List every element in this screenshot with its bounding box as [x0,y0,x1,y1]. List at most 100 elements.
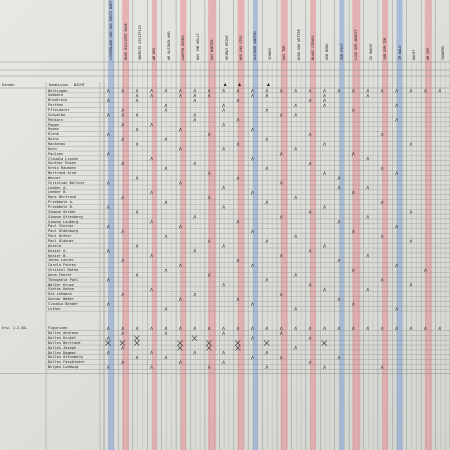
tick-mark [121,346,124,350]
tick-mark [151,365,153,369]
tick-mark [194,326,197,330]
tick-mark [180,263,182,267]
tick-mark [122,292,125,296]
tick-mark [324,288,326,292]
flag-mark [238,83,242,86]
tick-mark [250,229,253,234]
tick-mark [281,355,283,360]
tick-mark [180,326,182,330]
column-header: AM SEE [426,47,431,60]
tick-mark [164,103,167,108]
tick-mark [135,273,138,277]
tick-mark [137,210,139,214]
tick-mark [250,190,253,195]
tick-mark [137,176,139,180]
tick-mark [237,258,240,263]
tick-mark [295,234,298,238]
tick-mark [121,229,124,234]
tick-mark [366,215,369,219]
row-label: Luther [48,306,61,311]
tick-mark [323,93,325,98]
tick-mark [108,351,110,355]
tick-mark [151,94,153,98]
tick-mark [337,220,340,224]
tick-mark [108,278,110,282]
header-word: NICHT [74,83,85,87]
tick-mark [193,118,196,122]
column-header: HEIMAT MEINE [224,35,229,61]
tick-mark [265,137,268,142]
row-label: Figurinen [48,326,68,331]
tick-mark [223,123,225,127]
tick-mark [180,94,182,98]
row-label: Stefan Hahne [48,287,74,292]
tick-mark [250,157,253,161]
tick-mark [207,132,210,137]
tick-mark [308,360,311,365]
tick-mark [351,229,354,234]
tick-mark [395,171,398,175]
row-label: Hans Bertrand [48,195,77,200]
tick-mark [266,365,269,369]
tick-mark [222,351,225,355]
tick-mark [165,355,168,360]
tick-mark [323,287,325,292]
tick-mark [308,98,311,103]
tick-mark [266,278,269,282]
tick-mark [137,89,139,93]
tick-mark [150,351,152,355]
tick-mark [137,94,139,98]
tick-mark [237,89,240,93]
color-stripe [280,0,288,450]
tick-mark [324,142,326,146]
tick-mark [279,152,282,156]
tick-mark [281,326,283,330]
tick-mark [209,171,211,175]
tick-mark [180,360,182,364]
tick-mark [266,351,269,355]
column-header: RUHE RISKIERT RUHE [123,23,128,60]
tick-mark [294,147,297,151]
tick-mark [236,118,239,122]
tick-mark [382,365,384,369]
tick-mark [137,142,139,146]
tick-mark [324,205,326,209]
cross-mark [206,345,212,351]
tick-mark [164,200,167,205]
tick-mark [207,365,210,369]
tick-mark [207,326,210,331]
color-stripe [122,0,130,450]
tick-mark [180,89,182,93]
tick-mark [108,302,110,306]
tick-mark [194,292,197,296]
row-label: Walter Kruse [48,282,74,287]
tick-mark [395,89,398,93]
tick-mark [193,161,196,166]
tick-mark [252,94,254,98]
tick-mark [236,297,239,302]
tick-mark [252,89,254,93]
tick-mark [122,195,125,199]
tick-mark [222,326,225,331]
tick-mark [295,273,298,277]
tick-mark [108,336,110,340]
tick-mark [180,181,182,185]
tick-mark [252,127,254,132]
tick-mark [351,190,354,195]
tick-mark [281,215,283,219]
column-header: KLEINER GARTEN [253,31,258,60]
tick-mark [223,108,225,112]
tick-mark [178,147,181,151]
tick-mark [164,137,167,142]
tick-mark [135,93,138,98]
tick-mark [222,89,225,93]
tick-mark [380,166,383,171]
tick-mark [295,89,298,93]
tick-mark [279,292,282,297]
row-label: Kneier A. [48,248,68,253]
tick-mark [223,351,225,355]
tick-mark [353,229,355,233]
tick-mark [164,234,167,239]
